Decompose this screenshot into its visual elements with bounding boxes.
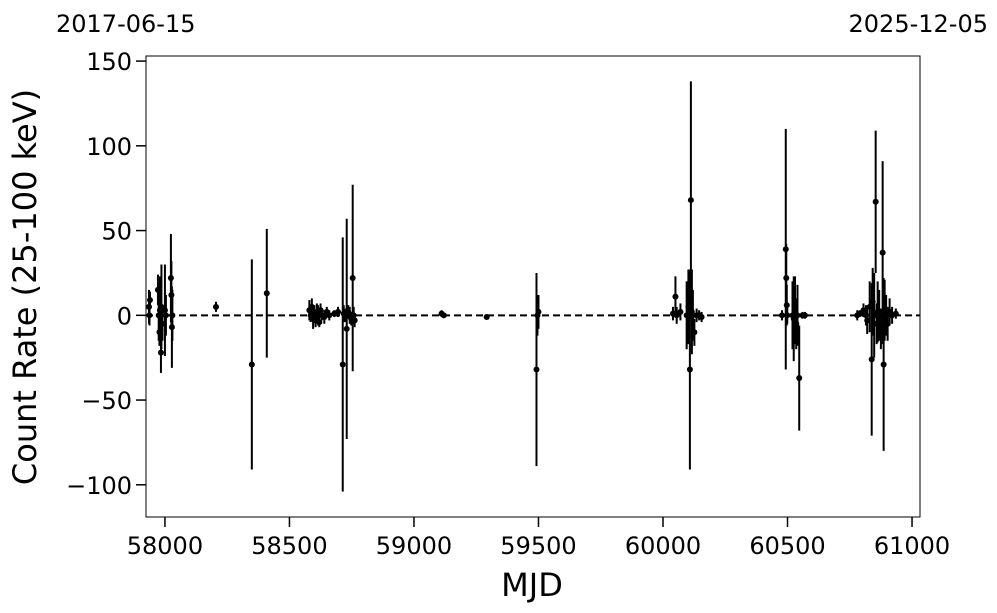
x-tick-label: 61000	[874, 532, 950, 560]
x-axis-label: MJD	[501, 566, 563, 604]
data-point	[157, 349, 164, 356]
data-point	[326, 312, 333, 319]
y-tick-label: 0	[117, 302, 132, 330]
data-point	[687, 197, 694, 204]
data-point	[879, 249, 886, 256]
data-point	[212, 303, 219, 310]
x-tick-label: 58000	[127, 532, 203, 560]
y-tick-label: 100	[86, 133, 132, 161]
data-point	[880, 361, 887, 368]
axis-ticks: 58000 58500 59000 59500 60000 60500 61000 −100 −…	[66, 48, 950, 560]
data-point	[349, 275, 356, 282]
data-point	[263, 290, 270, 297]
data-point	[892, 310, 899, 317]
top-right-date-label: 2025-12-05	[849, 10, 988, 38]
data-point	[779, 312, 786, 319]
data-point	[672, 293, 679, 300]
y-tick-label: −50	[81, 387, 132, 415]
data-point	[169, 312, 176, 319]
top-left-date-label: 2017-06-15	[56, 10, 195, 38]
x-tick-label: 58500	[251, 532, 327, 560]
x-tick-label: 60500	[749, 532, 825, 560]
data-point	[440, 312, 447, 319]
data-point	[339, 361, 346, 368]
data-point	[783, 302, 790, 309]
data-point	[483, 314, 490, 321]
data-point	[533, 366, 540, 373]
data-point	[872, 198, 879, 205]
data-point	[146, 297, 153, 304]
data-point	[796, 375, 803, 382]
data-point	[801, 312, 808, 319]
data-point	[677, 308, 684, 315]
x-tick-label: 59500	[500, 532, 576, 560]
data-point	[248, 361, 255, 368]
data-marks	[145, 81, 920, 492]
data-point	[316, 319, 323, 326]
data-point	[698, 314, 705, 321]
data-point	[351, 317, 358, 324]
data-point	[535, 308, 542, 315]
data-point	[784, 312, 791, 319]
data-point	[691, 329, 698, 336]
data-point	[162, 312, 169, 319]
y-tick-label: −100	[66, 472, 132, 500]
data-point	[794, 312, 801, 319]
y-tick-label: 50	[101, 218, 132, 246]
y-axis-label: Count Rate (25-100 keV)	[6, 89, 44, 485]
data-point	[146, 312, 153, 319]
data-point	[686, 366, 693, 373]
plot-frame	[145, 55, 921, 518]
data-point	[783, 275, 790, 282]
x-tick-label: 60000	[625, 532, 701, 560]
x-tick-label: 59000	[376, 532, 452, 560]
data-point	[335, 308, 342, 315]
data-point	[343, 325, 350, 332]
y-tick-label: 150	[86, 48, 132, 76]
data-point	[868, 356, 875, 363]
